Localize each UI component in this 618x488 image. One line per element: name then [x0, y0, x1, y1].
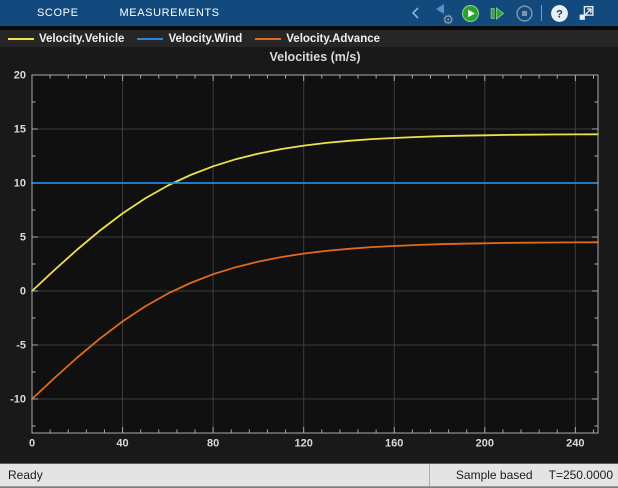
legend: Velocity.Vehicle Velocity.Wind Velocity.…: [0, 30, 618, 47]
svg-text:80: 80: [207, 438, 219, 450]
svg-text:15: 15: [14, 123, 26, 135]
step-back-arrow-icon: [436, 4, 444, 14]
sample-mode-label: Sample based: [455, 468, 533, 482]
legend-label-advance: Velocity.Advance: [286, 32, 381, 45]
stop-button[interactable]: [514, 3, 534, 23]
svg-text:-10: -10: [10, 393, 26, 405]
legend-item-wind[interactable]: Velocity.Wind: [137, 33, 242, 45]
svg-text:10: 10: [14, 177, 26, 189]
status-divider: [428, 464, 430, 486]
legend-swatch-vehicle: [8, 37, 34, 40]
help-icon: ?: [550, 4, 568, 22]
tab-measurements[interactable]: MEASUREMENTS: [119, 7, 220, 19]
svg-text:120: 120: [295, 438, 313, 450]
figure-area: Velocities (m/s) 0 40 80 120 160 200 240 -10 -5 0…: [0, 47, 618, 463]
tab-scope[interactable]: SCOPE: [37, 7, 79, 19]
step-back-button[interactable]: ⚙: [433, 3, 454, 27]
svg-text:0: 0: [29, 438, 35, 450]
svg-text:40: 40: [116, 438, 128, 450]
svg-text:?: ?: [556, 8, 563, 20]
status-text: Ready: [8, 468, 43, 482]
status-bar: Ready Sample based T=250.0000: [0, 463, 618, 487]
svg-text:240: 240: [566, 438, 584, 450]
svg-text:160: 160: [385, 438, 403, 450]
svg-text:5: 5: [20, 231, 26, 243]
undock-button[interactable]: [576, 3, 596, 23]
collapse-toolstrip-button[interactable]: [406, 3, 426, 23]
help-button[interactable]: ?: [549, 3, 569, 23]
toolstrip-divider: [0, 26, 618, 30]
chevron-left-icon: [411, 7, 419, 19]
run-button[interactable]: [460, 3, 480, 23]
legend-swatch-wind: [137, 37, 164, 40]
step-forward-icon: [490, 6, 504, 20]
toolbar-separator: [541, 5, 542, 21]
svg-text:-5: -5: [16, 339, 26, 351]
toolbar-icon-group: ⚙: [406, 0, 596, 26]
svg-text:20: 20: [14, 70, 26, 82]
legend-swatch-advance: [255, 37, 282, 40]
svg-text:0: 0: [20, 285, 26, 297]
sim-time-label: T=250.0000: [548, 468, 613, 482]
plot-canvas[interactable]: 0 40 80 120 160 200 240 -10 -5 0 5 10 15 20: [0, 47, 618, 463]
stop-icon: [515, 4, 533, 22]
step-forward-button[interactable]: [487, 3, 507, 23]
legend-item-advance[interactable]: Velocity.Advance: [255, 33, 380, 45]
legend-label-vehicle: Velocity.Vehicle: [39, 32, 125, 45]
svg-text:200: 200: [476, 438, 494, 450]
undock-icon: [579, 5, 594, 20]
gear-icon: ⚙: [442, 12, 454, 27]
legend-label-wind: Velocity.Wind: [168, 32, 243, 45]
plot-title: Velocities (m/s): [269, 50, 361, 64]
play-icon: [461, 4, 479, 22]
legend-item-vehicle[interactable]: Velocity.Vehicle: [8, 33, 124, 45]
toolstrip: SCOPE MEASUREMENTS ⚙: [0, 0, 618, 26]
